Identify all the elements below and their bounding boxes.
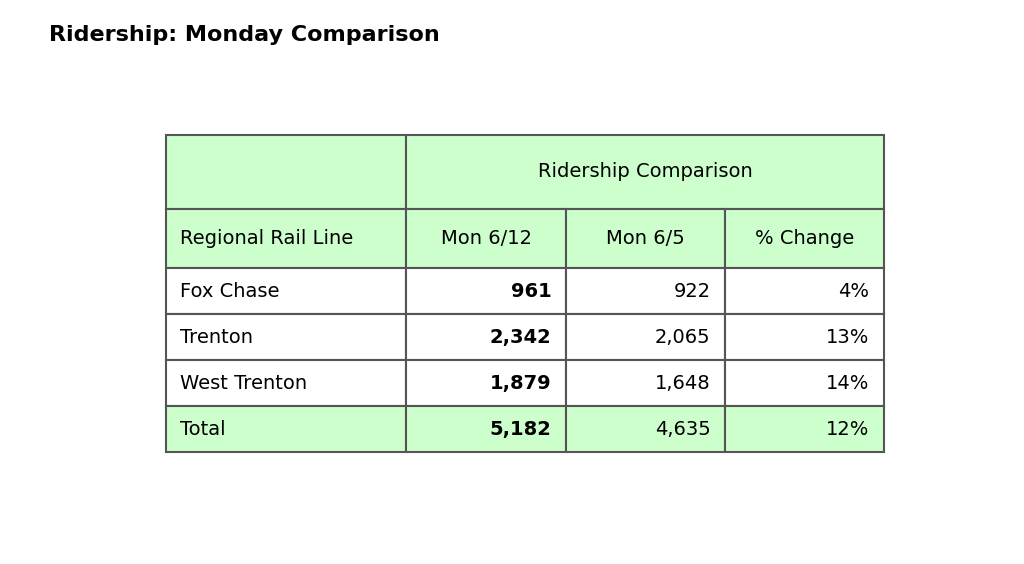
- Bar: [407, 135, 884, 209]
- Text: Ridership Comparison: Ridership Comparison: [538, 162, 753, 181]
- Bar: [166, 268, 407, 314]
- Text: 922: 922: [674, 281, 711, 301]
- Bar: [565, 360, 725, 406]
- Bar: [565, 268, 725, 314]
- Text: 2,065: 2,065: [655, 328, 711, 347]
- Bar: [725, 209, 884, 268]
- Text: Ridership: Monday Comparison: Ridership: Monday Comparison: [49, 25, 440, 45]
- Text: Total: Total: [180, 420, 226, 439]
- Text: Mon 6/12: Mon 6/12: [440, 229, 531, 248]
- Text: 1,648: 1,648: [655, 373, 711, 393]
- Bar: [565, 406, 725, 452]
- Bar: [565, 209, 725, 268]
- Bar: [565, 314, 725, 360]
- Bar: [725, 406, 884, 452]
- Bar: [407, 360, 565, 406]
- Text: 12%: 12%: [825, 420, 869, 439]
- Bar: [725, 314, 884, 360]
- Text: % Change: % Change: [755, 229, 854, 248]
- Bar: [166, 314, 407, 360]
- Bar: [407, 314, 565, 360]
- Bar: [407, 268, 565, 314]
- Text: 4%: 4%: [839, 281, 869, 301]
- Bar: [166, 406, 407, 452]
- Text: 1,879: 1,879: [489, 373, 551, 393]
- Text: West Trenton: West Trenton: [180, 373, 307, 393]
- Text: 961: 961: [511, 281, 551, 301]
- Text: Mon 6/5: Mon 6/5: [606, 229, 685, 248]
- Bar: [166, 209, 407, 268]
- Text: 13%: 13%: [825, 328, 869, 347]
- Bar: [166, 360, 407, 406]
- Text: 14%: 14%: [825, 373, 869, 393]
- Text: 5,182: 5,182: [489, 420, 551, 439]
- Text: Regional Rail Line: Regional Rail Line: [180, 229, 353, 248]
- Bar: [166, 135, 407, 209]
- Text: 4,635: 4,635: [655, 420, 711, 439]
- Bar: [407, 209, 565, 268]
- Text: 2,342: 2,342: [489, 328, 551, 347]
- Bar: [725, 268, 884, 314]
- Bar: [407, 406, 565, 452]
- Bar: [725, 360, 884, 406]
- Text: Trenton: Trenton: [180, 328, 253, 347]
- Text: Fox Chase: Fox Chase: [180, 281, 280, 301]
